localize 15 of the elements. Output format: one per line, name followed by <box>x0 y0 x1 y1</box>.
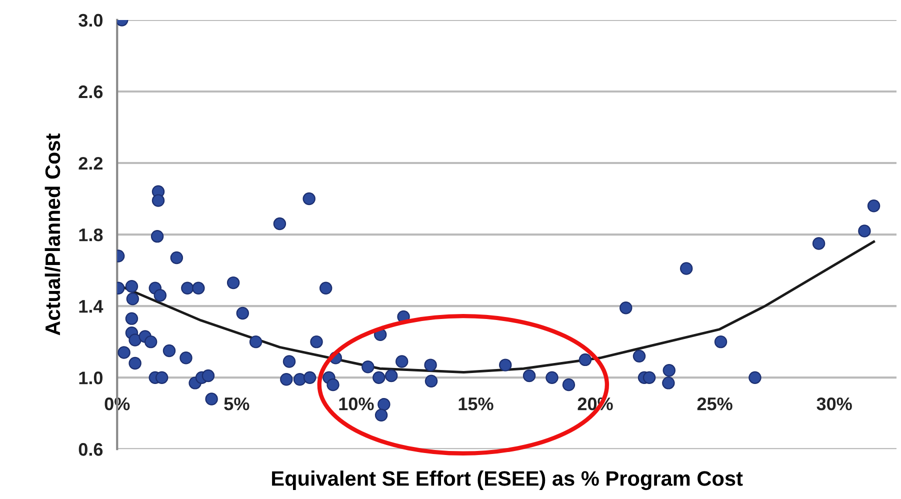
y-tick-label: 0.6 <box>78 443 103 456</box>
y-tick-label: 3.0 <box>78 14 103 27</box>
y-tick-label: 1.4 <box>79 300 104 313</box>
y-tick-label: 2.6 <box>78 85 103 98</box>
x-tick-label: 25% <box>697 398 732 410</box>
y-tick-label: 1.0 <box>79 372 103 384</box>
x-tick-label: 10% <box>339 398 374 410</box>
x-axis-title: Equivalent SE Effort (ESEE) as % Program Cost <box>272 470 743 490</box>
y-axis-title: Actual/Planned Cost <box>44 133 60 336</box>
x-tick-label: 15% <box>458 398 494 410</box>
y-tick-label: 1.8 <box>79 228 103 242</box>
x-tick-label: 5% <box>224 398 250 410</box>
x-tick-label: 30% <box>816 398 852 410</box>
x-tick-label: 0% <box>104 398 130 410</box>
y-tick-label: 2.2 <box>78 156 103 170</box>
